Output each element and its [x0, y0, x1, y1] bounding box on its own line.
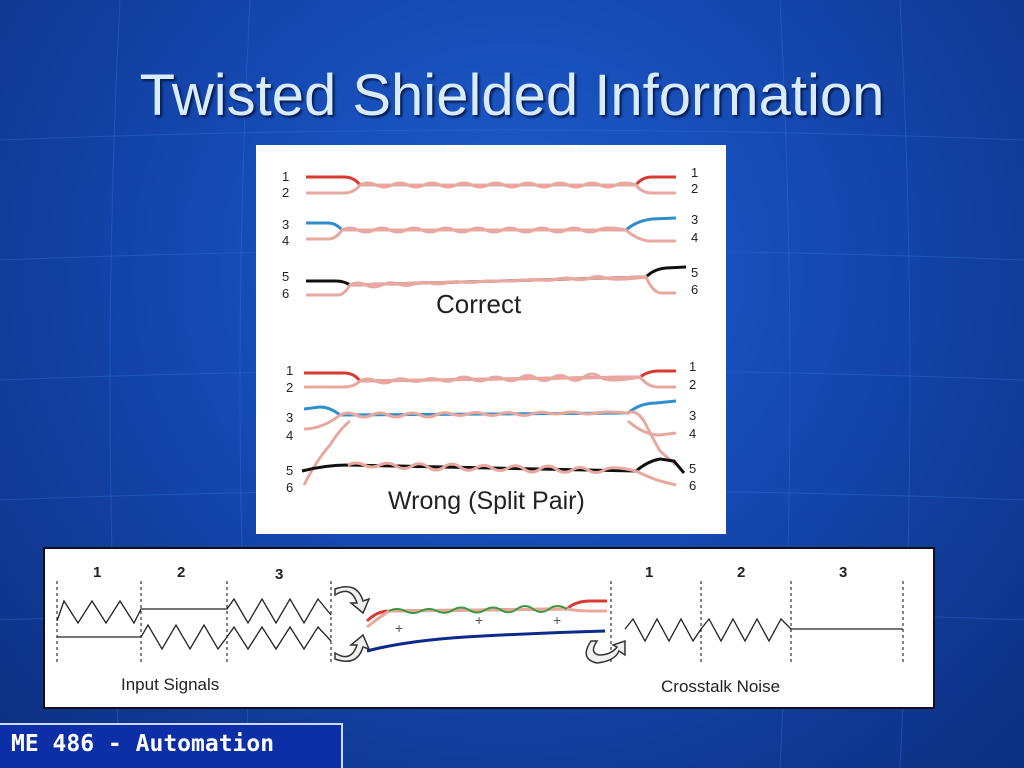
segment-number: 1	[645, 564, 653, 581]
footer-text: ME 486 - Automation	[11, 731, 275, 757]
segment-number: 3	[275, 566, 283, 583]
coupling-arrow-icons	[334, 586, 626, 664]
segment-number: 1	[93, 564, 101, 581]
pin-label: 4	[286, 428, 293, 443]
pin-label: 1	[689, 359, 696, 374]
pin-label: 6	[691, 282, 698, 297]
pin-label: 4	[282, 233, 289, 248]
crosstalk-noise-label: Crosstalk Noise	[661, 677, 780, 696]
pin-label: 3	[286, 410, 293, 425]
correct-pair-3-4	[306, 216, 677, 243]
pin-label: 5	[689, 461, 696, 476]
pin-label: 1	[282, 169, 289, 184]
crosstalk-diagram: + + + 1 2 3 1 2 3 Input Signals Crosstal…	[43, 547, 935, 709]
pin-label: 6	[689, 478, 696, 493]
crosstalk-noise-waveform	[624, 617, 903, 643]
pin-label: 4	[689, 426, 696, 441]
wrong-pair-1-2	[304, 369, 676, 389]
footer-course-label: ME 486 - Automation	[0, 723, 343, 768]
pin-label: 3	[282, 217, 289, 232]
pin-label: 6	[282, 286, 289, 301]
pin-label: 5	[286, 463, 293, 478]
slide-title: Twisted Shielded Information	[139, 63, 885, 128]
pin-label: 2	[286, 380, 293, 395]
pin-label: 5	[282, 269, 289, 284]
correct-pair-5-6	[306, 265, 687, 297]
segment-dividers	[56, 581, 904, 665]
pin-label: 6	[286, 480, 293, 495]
pin-label: 4	[691, 230, 698, 245]
pin-label: 2	[689, 377, 696, 392]
pin-label: 2	[691, 181, 698, 196]
input-signals-label: Input Signals	[121, 675, 219, 694]
correct-pair-1-2	[306, 175, 676, 195]
wrong-split-pair-label: Wrong (Split Pair)	[388, 487, 585, 515]
pin-label: 3	[691, 212, 698, 227]
pin-label: 1	[691, 165, 698, 180]
input-signal-waveforms	[56, 597, 332, 651]
twisted-pair-wiring-diagram: 1 2 3 4 5 6 1 2 3 4 5 6 Correct	[256, 145, 726, 534]
twisted-pair-cable	[365, 599, 607, 653]
correct-label: Correct	[436, 289, 522, 319]
pin-label: 3	[689, 408, 696, 423]
wrong-pair-5-4	[301, 457, 686, 487]
plus-sign: +	[553, 612, 561, 628]
plus-sign: +	[475, 612, 483, 628]
pin-label: 5	[691, 265, 698, 280]
segment-number: 2	[177, 564, 185, 581]
segment-number: 2	[737, 564, 745, 581]
pin-label: 1	[286, 363, 293, 378]
segment-number: 3	[839, 564, 847, 581]
plus-sign: +	[395, 620, 403, 636]
pin-label: 2	[282, 185, 289, 200]
wrong-split-pair-3-6	[302, 399, 677, 486]
